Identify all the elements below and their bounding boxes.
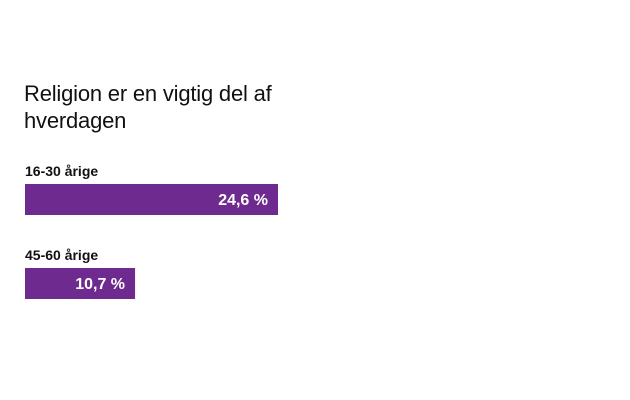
- category-label: 45-60 årige: [25, 247, 98, 263]
- chart-title: Religion er en vigtig del af hverdagen: [24, 81, 272, 133]
- value-label: 10,7 %: [75, 276, 125, 293]
- bar: [25, 184, 278, 215]
- bar: [25, 268, 136, 299]
- category-label: 16-30 årige: [25, 163, 98, 179]
- value-label: 24,6 %: [218, 192, 268, 209]
